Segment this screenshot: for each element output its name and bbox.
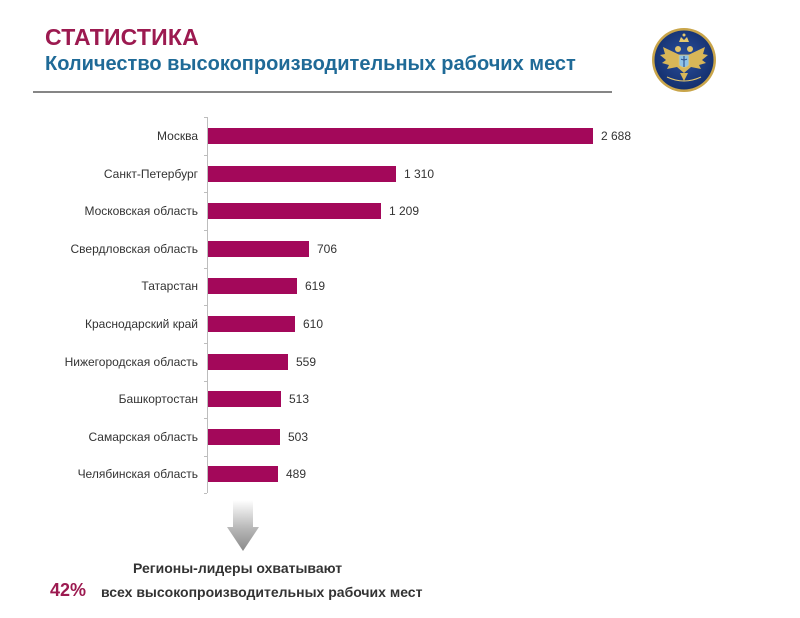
axis-tick [204, 343, 207, 344]
category-label: Свердловская область [70, 241, 198, 256]
bar [208, 466, 278, 483]
bar [208, 428, 280, 445]
bar [208, 165, 396, 182]
value-label: 2 688 [601, 129, 632, 143]
category-label: Татарстан [141, 279, 198, 294]
bar [208, 353, 288, 370]
bar [208, 240, 309, 257]
value-label: 559 [296, 354, 317, 369]
category-label: Самарская область [88, 429, 198, 444]
axis-tick [204, 493, 207, 494]
value-label: 619 [305, 279, 326, 294]
axis-tick [204, 268, 207, 269]
chart-row: Башкортостан 513 [0, 391, 800, 408]
axis-tick [204, 418, 207, 419]
chart-row: Московская область 1 209 [0, 203, 800, 220]
summary-line-1: Регионы-лидеры охватывают [133, 560, 343, 576]
summary-percent: 42% [50, 580, 87, 600]
category-label: Челябинская область [77, 467, 198, 482]
down-arrow-icon [227, 500, 259, 551]
axis-tick [204, 305, 207, 306]
chart-row: Свердловская область 706 [0, 240, 800, 257]
y-axis [207, 117, 208, 493]
axis-tick [204, 192, 207, 193]
page-subtitle: Количество высокопроизводительных рабочи… [45, 53, 576, 75]
bar [208, 316, 295, 332]
category-label: Санкт-Петербург [103, 166, 198, 181]
axis-tick [204, 230, 207, 231]
axis-tick [204, 381, 207, 382]
bar [208, 203, 381, 220]
bar [208, 391, 281, 408]
chart-row: Челябинская область 489 [0, 466, 800, 483]
chart-row: Татарстан 619 [0, 278, 800, 295]
bar [208, 128, 593, 144]
category-label: Москва [157, 129, 198, 143]
value-label: 610 [303, 317, 324, 331]
value-label: 706 [317, 241, 338, 256]
header-divider [33, 91, 612, 93]
axis-tick [204, 155, 207, 156]
bar [208, 278, 297, 295]
coat-of-arms-emblem-icon [652, 28, 716, 92]
axis-tick [204, 456, 207, 457]
chart-row: Санкт-Петербург 1 310 [0, 165, 800, 182]
chart-row: Москва 2 688 [0, 128, 800, 144]
value-label: 503 [288, 429, 309, 444]
category-label: Нижегородская область [64, 354, 198, 369]
axis-tick [204, 117, 207, 118]
chart-row: Краснодарский край 610 [0, 316, 800, 332]
chart-row: Самарская область 503 [0, 428, 800, 445]
value-label: 1 310 [404, 166, 435, 181]
category-label: Московская область [84, 204, 198, 219]
bar-chart: Москва 2 688 Санкт-Петербург 1 310 Московска… [0, 117, 800, 494]
summary-line-2: всех высокопроизводительных рабочих мест [101, 584, 423, 600]
value-label: 513 [289, 392, 310, 407]
page-title: СТАТИСТИКА [45, 24, 199, 50]
value-label: 489 [286, 467, 307, 482]
category-label: Башкортостан [118, 392, 198, 407]
value-label: 1 209 [389, 204, 420, 219]
chart-row: Нижегородская область 559 [0, 353, 800, 370]
category-label: Краснодарский край [84, 317, 198, 331]
